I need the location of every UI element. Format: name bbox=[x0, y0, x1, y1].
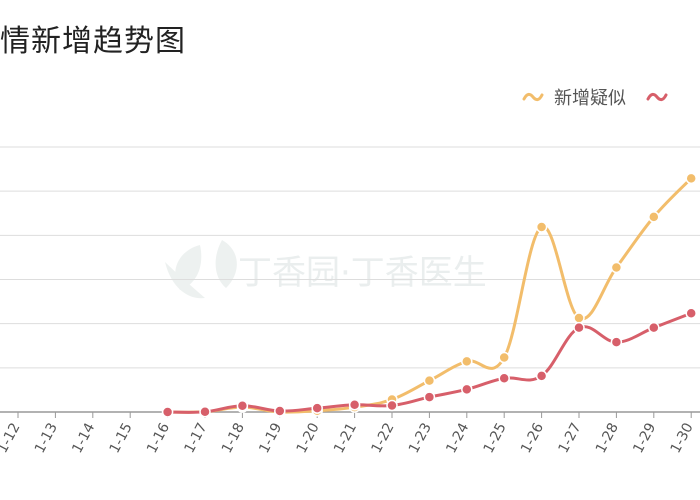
data-point-suspected bbox=[685, 172, 697, 185]
legend-item-confirmed[interactable] bbox=[646, 90, 678, 104]
x-tick-label: 1-22 bbox=[368, 420, 397, 456]
data-point-confirmed bbox=[161, 406, 174, 418]
x-tick-label: 1-17 bbox=[181, 420, 210, 456]
x-tick-label: 1-24 bbox=[443, 420, 472, 456]
data-point-suspected bbox=[423, 374, 436, 387]
data-point-confirmed bbox=[610, 336, 623, 348]
legend-swatch-suspected bbox=[522, 92, 544, 102]
watermark-leaf-icon bbox=[215, 240, 237, 288]
data-point-confirmed bbox=[423, 391, 436, 403]
x-tick-label: 1-15 bbox=[107, 420, 136, 456]
data-point-suspected bbox=[498, 351, 510, 364]
data-point-confirmed bbox=[311, 402, 323, 414]
x-tick-label: 1-23 bbox=[406, 420, 435, 456]
legend-swatch-confirmed bbox=[646, 92, 668, 102]
data-point-suspected bbox=[573, 312, 585, 324]
data-point-confirmed bbox=[386, 399, 398, 412]
data-point-confirmed bbox=[685, 307, 697, 319]
legend-label-suspected: 新增疑似 bbox=[554, 88, 626, 109]
data-point-suspected bbox=[648, 211, 660, 223]
data-point-confirmed bbox=[348, 399, 361, 411]
data-point-suspected bbox=[535, 221, 548, 233]
x-tick-label: 1-13 bbox=[32, 420, 61, 456]
data-point-confirmed bbox=[274, 405, 286, 417]
watermark-logo bbox=[165, 240, 237, 299]
watermark-text: 丁香园·丁香医生 bbox=[238, 253, 487, 293]
data-point-confirmed bbox=[236, 399, 249, 412]
watermark-leaf-icon bbox=[165, 262, 205, 299]
x-tick-label: 1-14 bbox=[69, 420, 98, 456]
x-tick-label: 1-26 bbox=[518, 420, 547, 456]
x-tick-label: 1-29 bbox=[630, 420, 659, 456]
data-point-confirmed bbox=[199, 406, 211, 418]
x-tick-label: 1-30 bbox=[668, 420, 697, 456]
data-point-confirmed bbox=[573, 321, 585, 334]
legend-item-suspected[interactable]: 新增疑似 bbox=[522, 84, 626, 110]
x-tick-label: 1-21 bbox=[331, 420, 360, 456]
x-tick-label: 1-25 bbox=[481, 420, 510, 456]
data-point-confirmed bbox=[535, 370, 548, 382]
chart-legend: 新增疑似 bbox=[522, 84, 698, 110]
x-tick-label: 1-19 bbox=[256, 420, 285, 456]
x-tick-label: 1-12 bbox=[0, 420, 24, 456]
data-point-confirmed bbox=[461, 383, 473, 396]
data-point-suspected bbox=[610, 261, 623, 274]
x-tick-label: 1-16 bbox=[144, 420, 173, 456]
data-point-confirmed bbox=[648, 321, 660, 334]
chart-title: 情新增趋势图 bbox=[0, 24, 186, 59]
x-tick-label: 1-18 bbox=[219, 420, 248, 456]
x-tick-label: 1-28 bbox=[593, 420, 622, 456]
data-point-suspected bbox=[461, 355, 473, 368]
data-point-confirmed bbox=[498, 372, 510, 385]
x-tick-label: 1-20 bbox=[294, 420, 323, 456]
x-tick-label: 1-27 bbox=[555, 420, 584, 456]
